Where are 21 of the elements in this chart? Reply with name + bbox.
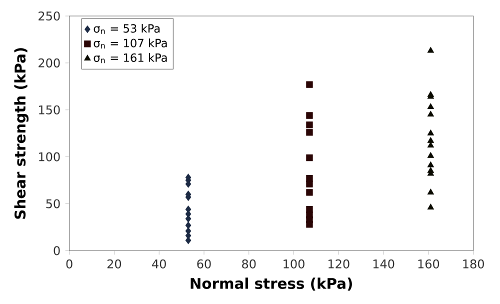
y-tick-label: 50 [46,199,60,208]
y-tick-label: 200 [38,58,60,68]
y-tick-label: 100 [39,152,60,162]
y-axis-title: Shear strength (kPa) [14,48,29,219]
y-tick-label: 150 [39,105,60,114]
y-tick-label: 250 [38,11,60,21]
x-axis-title: Normal stress (kPa) [190,278,352,291]
legend-label: σ$_{n}$ = 161 kPa [94,53,167,64]
legend-label: σ$_{n}$ = 53 kPa [94,24,160,34]
x-tick-label: 80 [242,259,256,268]
x-tick-label: 180 [463,259,484,268]
x-tick-label: 60 [197,259,211,268]
x-tick-label: 120 [328,259,350,268]
x-tick-label: 20 [107,259,122,268]
x-tick-label: 140 [373,259,394,268]
x-tick-label: 100 [284,259,304,268]
x-tick-label: 160 [418,259,440,268]
y-tick-label: 0 [54,246,60,256]
x-tick-label: 0 [66,259,72,268]
x-tick-label: 40 [152,259,166,268]
legend-label: σ$_{n}$ = 107 kPa [94,38,167,48]
